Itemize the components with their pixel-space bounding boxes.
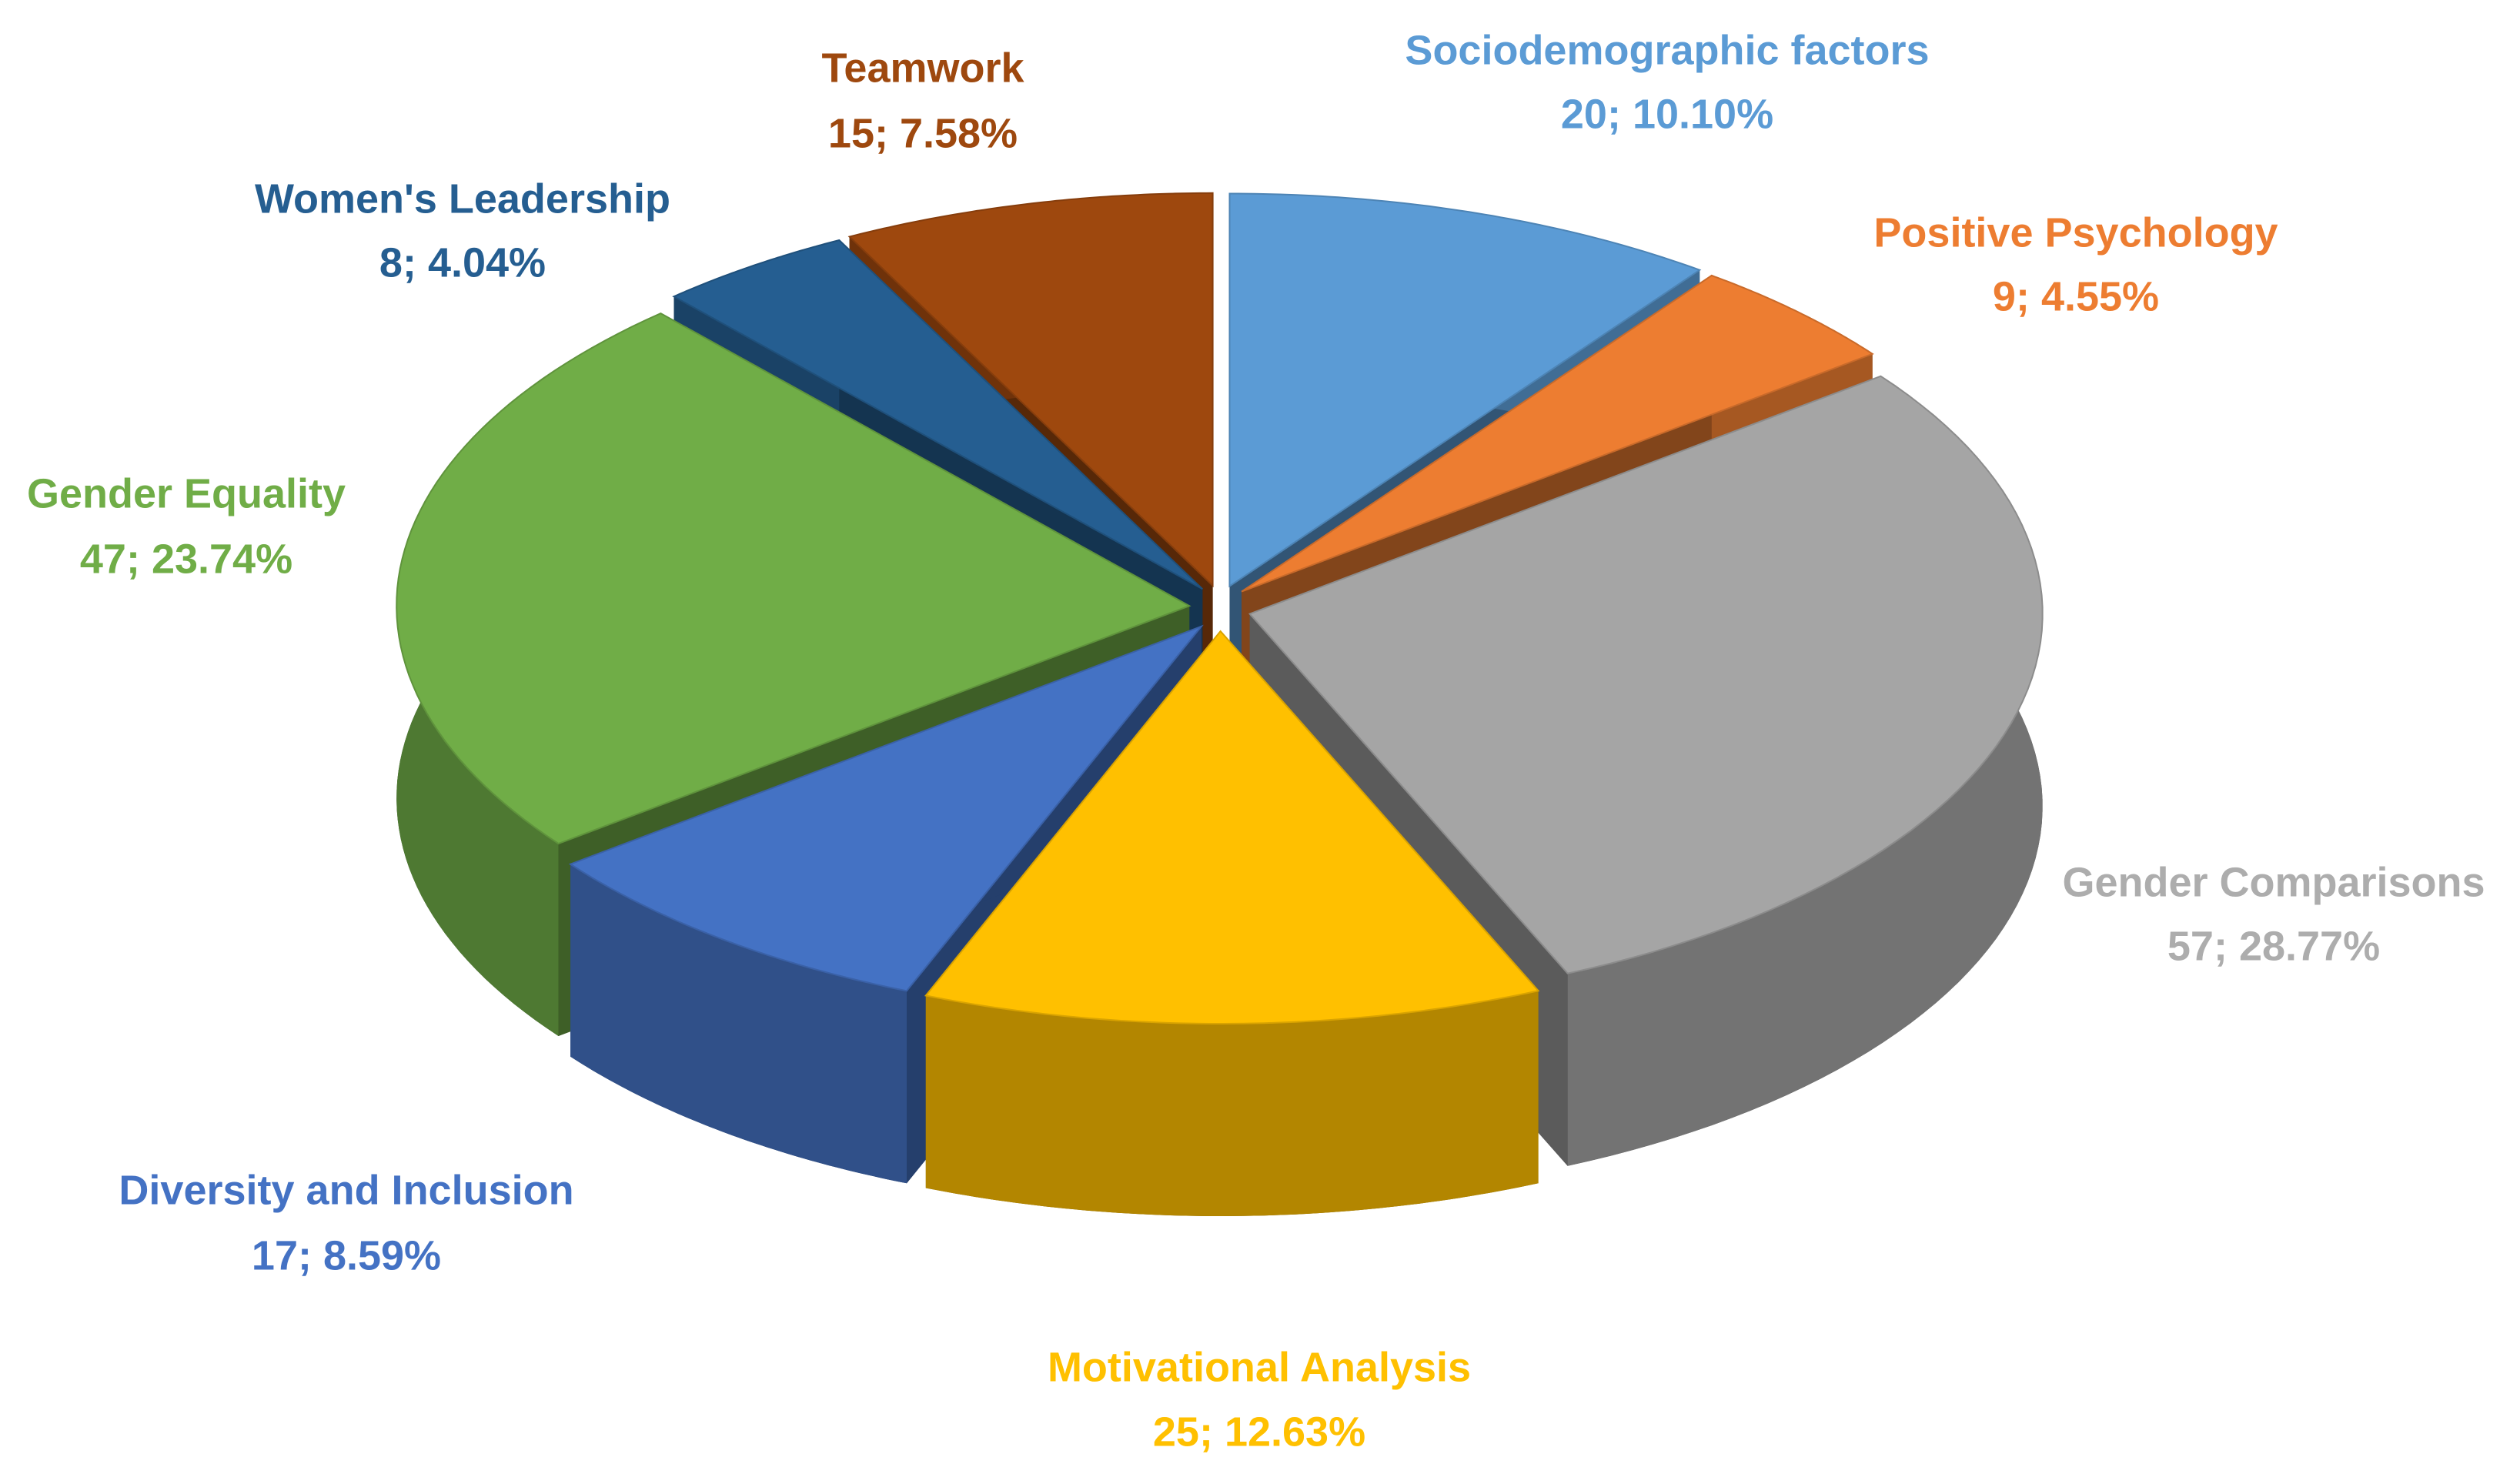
data-label-name: Sociodemographic factors [1405, 27, 1929, 73]
slice [847, 192, 1214, 588]
data-label-name: Motivational Analysis [1048, 1344, 1471, 1390]
slice [568, 624, 1204, 992]
data-label-value: 20; 10.10% [1561, 91, 1773, 137]
slice-side [925, 991, 1539, 1216]
data-label-value: 57; 28.77% [2167, 923, 2380, 969]
data-label-name: Gender Equality [27, 470, 346, 516]
slice [1248, 375, 2044, 974]
slice [1241, 274, 1874, 593]
data-label-name: Diversity and Inclusion [119, 1167, 573, 1213]
data-label-name: Positive Psychology [1873, 209, 2278, 256]
slice-side [570, 864, 907, 1184]
data-label-value: 47; 23.74% [80, 536, 292, 582]
slice [672, 239, 1204, 590]
data-label-name: Women's Leadership [255, 175, 670, 222]
data-label-value: 17; 8.59% [252, 1232, 441, 1278]
slice [924, 630, 1540, 1024]
slice [1228, 192, 1702, 588]
data-label-value: 9; 4.55% [1993, 273, 2159, 319]
data-label-value: 25; 12.63% [1153, 1409, 1365, 1455]
data-label-value: 15; 7.58% [828, 110, 1018, 156]
slice [396, 312, 1191, 845]
data-label-name: Teamwork [821, 45, 1024, 91]
slice [924, 630, 1540, 1216]
data-label-value: 8; 4.04% [379, 239, 546, 286]
data-label-name: Gender Comparisons [2062, 859, 2485, 905]
